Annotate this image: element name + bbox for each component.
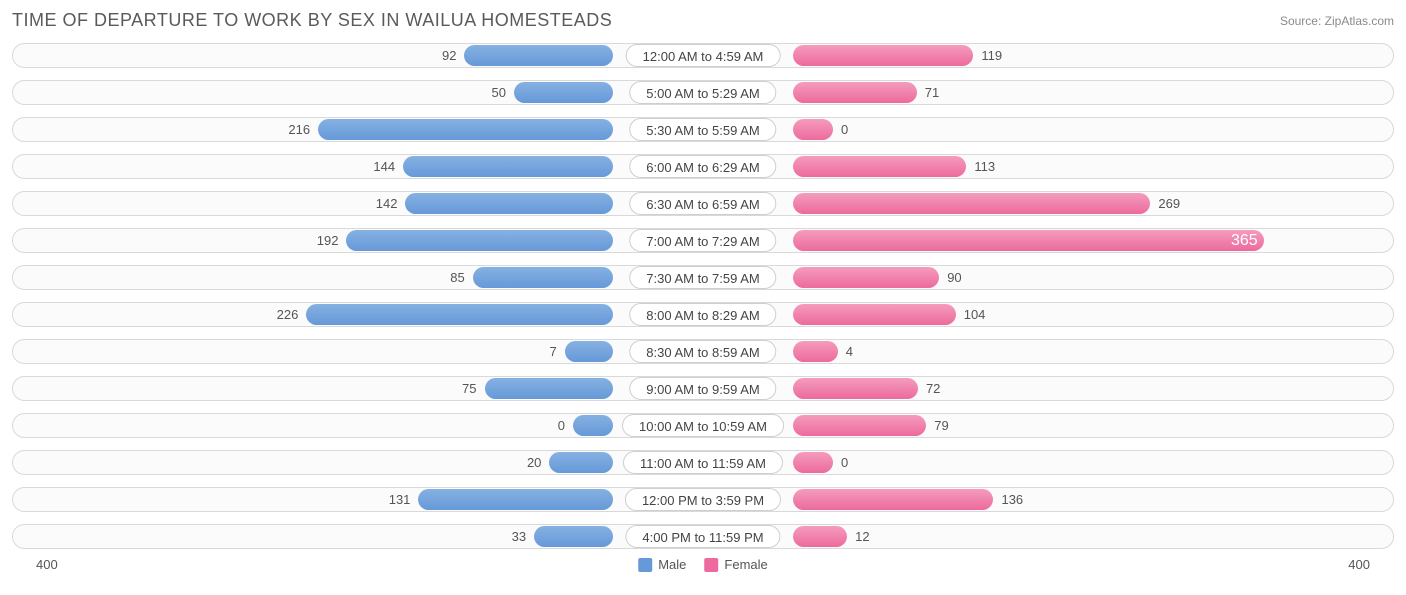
chart-row: 85 90 7:30 AM to 7:59 AM [12,261,1394,294]
time-range-label: 10:00 AM to 10:59 AM [622,414,784,437]
male-value: 192 [317,230,339,251]
female-value: 113 [974,156,995,177]
female-bar [793,341,838,362]
female-value: 12 [855,526,869,547]
axis-label-left: 400 [36,557,58,572]
male-bar [485,378,614,399]
female-bar [793,45,973,66]
male-bar [346,230,613,251]
female-bar [793,526,847,547]
male-value: 50 [492,82,506,103]
time-range-label: 7:30 AM to 7:59 AM [629,266,776,289]
time-range-label: 8:30 AM to 8:59 AM [629,340,776,363]
female-value: 79 [934,415,948,436]
time-range-label: 4:00 PM to 11:59 PM [625,525,780,548]
female-bar [793,378,918,399]
chart-title: TIME OF DEPARTURE TO WORK BY SEX IN WAIL… [12,10,612,31]
chart-footer: 400 Male Female 400 [12,557,1394,579]
male-value: 226 [277,304,299,325]
chart-row: 192 365 7:00 AM to 7:29 AM [12,224,1394,257]
male-bar [403,156,613,177]
female-value: 365 [799,230,1258,251]
female-value: 104 [964,304,986,325]
male-value: 7 [550,341,557,362]
legend: Male Female [638,557,768,572]
male-value: 0 [558,415,565,436]
chart-source: Source: ZipAtlas.com [1280,14,1394,28]
female-value: 4 [846,341,853,362]
female-value: 90 [947,267,961,288]
male-value: 144 [373,156,395,177]
legend-male: Male [638,557,686,572]
female-bar [793,193,1150,214]
chart-row: 33 12 4:00 PM to 11:59 PM [12,520,1394,553]
time-range-label: 6:30 AM to 6:59 AM [629,192,776,215]
male-bar [318,119,613,140]
male-bar [464,45,613,66]
time-range-label: 9:00 AM to 9:59 AM [629,377,776,400]
time-range-label: 5:00 AM to 5:29 AM [629,81,776,104]
female-swatch-icon [704,558,718,572]
chart-row: 226 104 8:00 AM to 8:29 AM [12,298,1394,331]
female-bar [793,82,917,103]
legend-female: Female [704,557,767,572]
legend-male-label: Male [658,557,686,572]
female-value: 72 [926,378,940,399]
female-bar [793,119,833,140]
chart-row: 92 119 12:00 AM to 4:59 AM [12,39,1394,72]
male-value: 142 [376,193,398,214]
chart-row: 142 269 6:30 AM to 6:59 AM [12,187,1394,220]
female-value: 136 [1001,489,1023,510]
male-bar [573,415,613,436]
chart-row: 7 4 8:30 AM to 8:59 AM [12,335,1394,368]
male-value: 131 [389,489,411,510]
chart-row: 20 0 11:00 AM to 11:59 AM [12,446,1394,479]
female-bar [793,304,956,325]
chart-row: 216 0 5:30 AM to 5:59 AM [12,113,1394,146]
female-value: 71 [925,82,939,103]
chart-row: 0 79 10:00 AM to 10:59 AM [12,409,1394,442]
male-bar [306,304,613,325]
chart-row: 131 136 12:00 PM to 3:59 PM [12,483,1394,516]
time-range-label: 5:30 AM to 5:59 AM [629,118,776,141]
time-range-label: 11:00 AM to 11:59 AM [623,451,783,474]
male-value: 75 [462,378,476,399]
female-bar [793,267,939,288]
chart-row: 50 71 5:00 AM to 5:29 AM [12,76,1394,109]
axis-label-right: 400 [1348,557,1370,572]
male-bar [534,526,613,547]
male-bar [473,267,613,288]
female-bar [793,415,926,436]
male-value: 216 [288,119,310,140]
female-value: 119 [981,45,1002,66]
time-range-label: 8:00 AM to 8:29 AM [629,303,776,326]
male-bar [565,341,613,362]
female-value: 269 [1158,193,1180,214]
male-bar [418,489,613,510]
male-swatch-icon [638,558,652,572]
time-range-label: 7:00 AM to 7:29 AM [629,229,776,252]
chart-row: 144 113 6:00 AM to 6:29 AM [12,150,1394,183]
female-value: 0 [841,119,848,140]
time-range-label: 6:00 AM to 6:29 AM [629,155,776,178]
time-range-label: 12:00 PM to 3:59 PM [625,488,781,511]
male-value: 85 [450,267,464,288]
diverging-bar-chart: 92 119 12:00 AM to 4:59 AM 50 71 5:00 AM to 5… [12,39,1394,553]
male-bar [405,193,613,214]
legend-female-label: Female [724,557,767,572]
male-value: 33 [512,526,526,547]
female-bar [793,489,993,510]
male-value: 20 [527,452,541,473]
female-value: 0 [841,452,848,473]
male-value: 92 [442,45,456,66]
female-bar [793,156,966,177]
chart-row: 75 72 9:00 AM to 9:59 AM [12,372,1394,405]
time-range-label: 12:00 AM to 4:59 AM [626,44,781,67]
chart-header: TIME OF DEPARTURE TO WORK BY SEX IN WAIL… [12,10,1394,31]
female-bar [793,452,833,473]
male-bar [514,82,613,103]
male-bar [549,452,613,473]
